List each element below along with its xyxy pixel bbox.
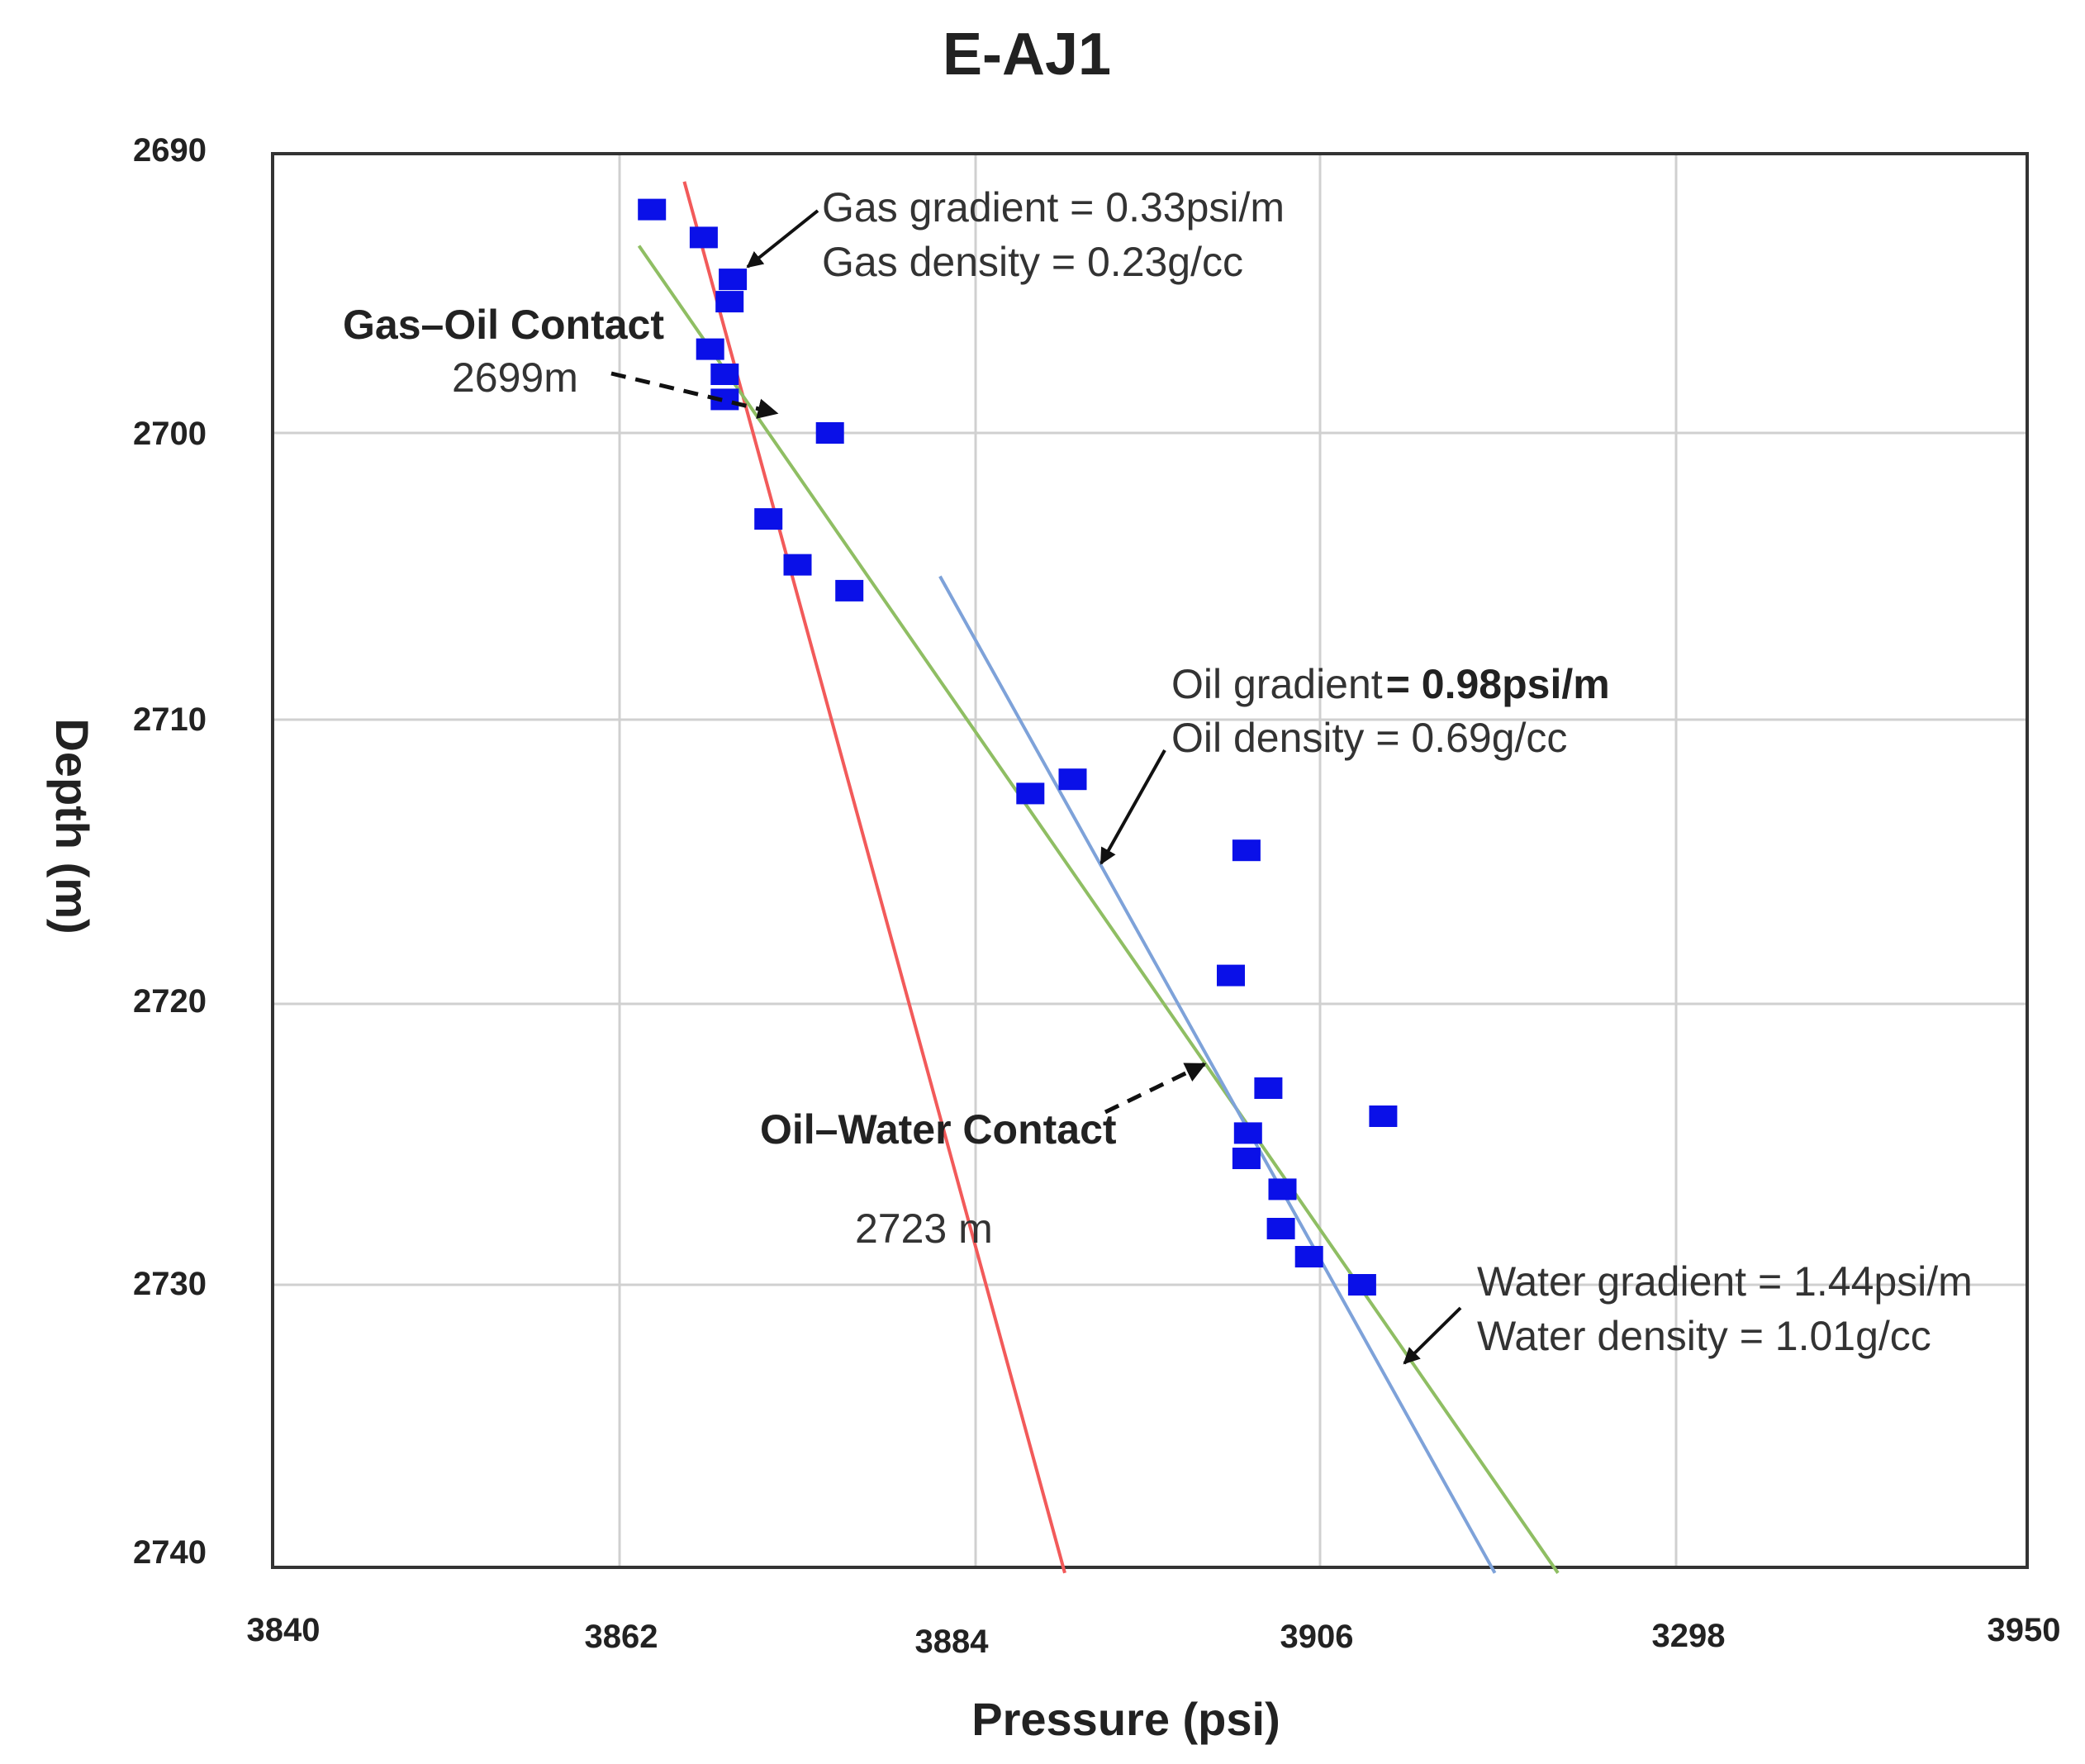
gradient-lines: [637, 181, 1560, 1574]
data-points: [638, 198, 1398, 1296]
data-point: [719, 269, 748, 291]
y-axis-title: Depth (m): [46, 718, 98, 934]
data-point: [1058, 768, 1087, 791]
data-point: [815, 422, 844, 444]
goc-label: Gas–Oil Contact: [343, 302, 664, 348]
x-tick-label: 3862: [585, 1619, 658, 1655]
x-tick-label: 3840: [247, 1612, 321, 1648]
gridlines: [273, 154, 2027, 1567]
data-point: [715, 291, 744, 313]
data-point: [1232, 839, 1261, 862]
oil-gradient-value: = 0.98psi/m: [1386, 661, 1610, 707]
data-point: [689, 226, 718, 249]
x-tick-label: 3884: [915, 1624, 990, 1660]
data-point: [1268, 1178, 1297, 1201]
data-point: [754, 508, 783, 530]
data-point: [783, 554, 812, 576]
data-point: [696, 338, 724, 360]
oil-gradient-arrow: [1099, 749, 1166, 865]
data-point: [1016, 782, 1045, 805]
water-density-label: Water density = 1.01g/cc: [1477, 1313, 1931, 1359]
data-point: [1294, 1246, 1323, 1267]
data-point: [1232, 1148, 1261, 1169]
data-point: [1217, 964, 1245, 987]
data-point: [1266, 1218, 1295, 1239]
x-axis-title: Pressure (psi): [971, 1693, 1280, 1745]
water-gradient-arrow: [1403, 1306, 1462, 1365]
chart-title: E-AJ1: [943, 21, 1111, 88]
data-point: [1254, 1077, 1283, 1099]
oil-gradient-line: [637, 245, 1560, 1574]
data-point: [1347, 1274, 1376, 1296]
goc-depth-label: 2699m: [452, 354, 578, 401]
owc-depth-label: 2723 m: [855, 1205, 993, 1252]
y-tick-label: 2710: [133, 701, 207, 738]
y-tick-label: 2720: [133, 983, 207, 1020]
gas-gradient-arrow: [746, 209, 819, 269]
data-point: [1369, 1105, 1398, 1127]
gas-gradient-label: Gas gradient = 0.33psi/m: [822, 184, 1285, 231]
plot-frame: [271, 152, 2029, 1569]
water-gradient-label: Water gradient = 1.44psi/m: [1477, 1258, 1973, 1305]
y-axis: 2690 2700 2710 2720 2730 2740: [133, 132, 207, 1571]
owc-label: Oil–Water Contact: [760, 1106, 1117, 1153]
x-tick-label: 3906: [1280, 1619, 1354, 1655]
data-point: [835, 579, 864, 601]
y-tick-label: 2730: [133, 1266, 207, 1302]
data-point: [1233, 1122, 1262, 1144]
x-tick-label: 3298: [1652, 1618, 1726, 1654]
goc-arrow: [610, 371, 779, 419]
owc-arrow: [1104, 1062, 1207, 1115]
oil-density-label: Oil density = 0.69g/cc: [1171, 715, 1567, 761]
y-tick-label: 2700: [133, 416, 207, 452]
gas-gradient-line: [682, 181, 1066, 1574]
annotations: Gas gradient = 0.33psi/m Gas density = 0…: [343, 184, 1973, 1359]
x-tick-label: 3950: [1988, 1612, 2061, 1648]
annotation-arrows: [610, 209, 1462, 1365]
data-point: [710, 364, 739, 385]
x-axis: 3840 3862 3884 3906 3298 3950: [247, 1612, 2061, 1660]
oil-gradient-prefix: Oil gradient: [1171, 661, 1383, 707]
y-tick-label: 2740: [133, 1534, 207, 1571]
gas-density-label: Gas density = 0.23g/cc: [822, 239, 1243, 285]
y-tick-label: 2690: [133, 132, 207, 169]
data-point: [638, 198, 667, 221]
water-gradient-line: [938, 575, 1497, 1574]
oil-gradient-label: Oil gradient= 0.98psi/m: [1171, 661, 1610, 707]
